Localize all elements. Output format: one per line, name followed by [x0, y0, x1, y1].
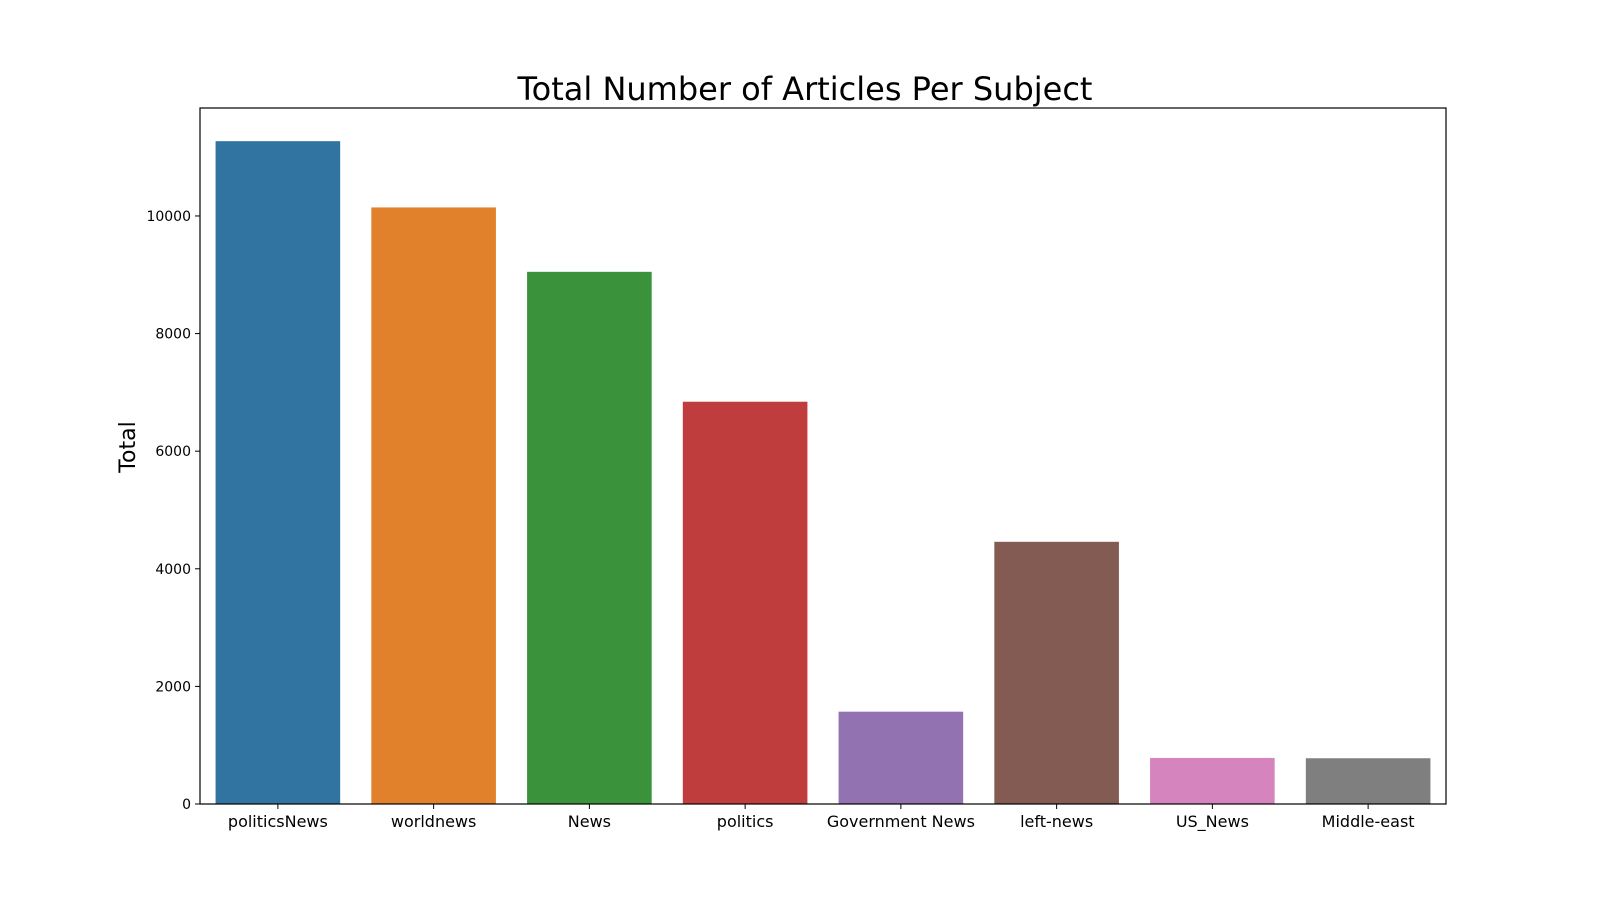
bar-politics — [682, 401, 808, 804]
x-tick-label: Middle-east — [1322, 812, 1415, 831]
bars-group — [215, 141, 1431, 805]
plot-frame — [199, 107, 1447, 805]
y-axis-label: Total — [116, 421, 141, 473]
x-tick-label: Government News — [827, 812, 975, 831]
y-tick-label: 0 — [182, 797, 191, 813]
bar-news — [527, 271, 652, 804]
bar-left-news — [994, 541, 1119, 804]
x-axis-ticks: politicsNews worldnews News politics Governm… — [228, 804, 1415, 832]
x-tick-label: politicsNews — [228, 812, 328, 831]
y-tick-label: 8000 — [155, 327, 191, 343]
bar-us-news — [1150, 757, 1275, 804]
x-tick-label: US_News — [1176, 812, 1249, 832]
x-tick-label: politics — [717, 812, 774, 831]
bar-middle-east — [1305, 758, 1431, 804]
bar-politicsnews — [215, 141, 341, 804]
x-tick-label: News — [568, 812, 611, 831]
y-tick-label: 2000 — [155, 679, 191, 695]
x-tick-label: left-news — [1020, 812, 1093, 831]
bar-government-news — [838, 711, 964, 804]
x-tick-label: worldnews — [391, 812, 476, 831]
y-axis-ticks: 0 2000 4000 6000 8000 10000 — [146, 209, 200, 813]
y-tick-label: 4000 — [155, 562, 191, 578]
y-tick-label: 6000 — [155, 444, 191, 460]
chart-title: Total Number of Articles Per Subject — [517, 70, 1093, 108]
bar-worldnews — [371, 207, 496, 805]
y-tick-label: 10000 — [146, 209, 191, 225]
